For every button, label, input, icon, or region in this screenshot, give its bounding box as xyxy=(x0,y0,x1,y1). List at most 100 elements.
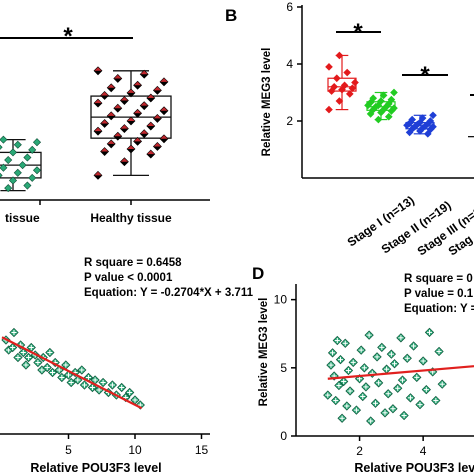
panel-label-d: D xyxy=(252,264,264,283)
data-point-mark xyxy=(100,379,106,386)
stat-equation: Equation: Y = -0.2704*X + 3.711 xyxy=(84,287,254,299)
data-point xyxy=(325,105,333,114)
y-ticks: 2 4 6 xyxy=(286,0,302,128)
data-point-shade xyxy=(120,128,129,133)
significance-star: * xyxy=(353,19,363,46)
data-point-mark xyxy=(96,387,102,393)
data-point-shade xyxy=(94,103,102,108)
data-point-mark xyxy=(417,402,423,408)
data-point-mark xyxy=(75,377,81,383)
data-point xyxy=(418,114,427,122)
data-point-mark xyxy=(358,347,364,353)
data-point xyxy=(32,138,42,147)
plot-marks xyxy=(1,327,145,410)
data-point xyxy=(377,97,385,105)
data-point xyxy=(343,68,352,77)
data-point xyxy=(384,112,393,121)
data-point-shade xyxy=(160,81,168,86)
data-point-mark xyxy=(44,364,50,371)
data-point-mark xyxy=(399,377,406,383)
data-point-mark xyxy=(132,397,138,403)
data-point xyxy=(429,122,437,131)
significance-star: * xyxy=(63,23,73,50)
y-tick-label: 6 xyxy=(286,0,293,14)
data-point-mark xyxy=(388,351,394,357)
data-point xyxy=(351,78,359,87)
data-point-mark xyxy=(336,383,342,389)
panel-a: * tissue Healthy tissue xyxy=(0,23,210,225)
data-point-shade xyxy=(120,100,129,105)
data-point-mark xyxy=(401,413,407,419)
data-point-mark xyxy=(372,400,378,406)
data-point xyxy=(330,82,339,91)
data-point-mark xyxy=(47,349,53,356)
data-point-mark xyxy=(407,395,413,401)
x-category-label: tissue xyxy=(5,211,40,225)
data-point-mark xyxy=(404,355,410,361)
data-point-mark xyxy=(10,344,16,351)
data-point xyxy=(0,163,8,172)
data-point-mark xyxy=(6,347,12,353)
x-category-label: Healthy tissue xyxy=(90,211,172,225)
data-point-shade xyxy=(107,87,116,92)
fit-line xyxy=(1,336,143,410)
data-point-shade xyxy=(153,90,162,95)
stat-equation: Equation: Y = xyxy=(404,303,474,315)
panel-label-b: B xyxy=(225,6,237,25)
data-point-mark xyxy=(423,387,429,393)
y-axis-label: Relative MEG3 level xyxy=(261,48,273,157)
data-point xyxy=(0,144,3,150)
data-point xyxy=(369,94,378,103)
data-point-shade xyxy=(100,151,109,156)
data-point-mark xyxy=(385,391,391,397)
data-point-shade xyxy=(140,105,149,110)
plot-marks xyxy=(323,327,474,426)
data-point-shade xyxy=(107,115,116,120)
y-tick-label: 5 xyxy=(280,361,287,375)
x-axis-label: Relative POU3F3 level xyxy=(354,461,474,474)
plot-marks xyxy=(325,51,474,138)
data-point-mark xyxy=(339,415,345,421)
y-axis-label: Relative MEG3 level xyxy=(258,298,270,407)
data-point-mark xyxy=(109,382,115,388)
data-point xyxy=(23,181,32,190)
data-point-mark xyxy=(374,354,380,360)
panel-d: D R square = 0 P value = 0.1 Equation: Y… xyxy=(252,264,474,474)
data-point xyxy=(18,161,27,170)
data-point-shade xyxy=(140,74,149,79)
data-point xyxy=(8,148,18,157)
data-point xyxy=(0,172,3,178)
data-point-shade xyxy=(120,161,129,166)
data-point-mark xyxy=(59,374,65,381)
data-point-mark xyxy=(15,354,21,361)
data-point-mark xyxy=(337,357,344,363)
data-point-shade xyxy=(113,78,122,83)
data-point-mark xyxy=(361,365,367,371)
data-point xyxy=(28,173,37,182)
x-axis-label: Relative POU3F3 level xyxy=(30,461,161,474)
data-point-shade xyxy=(160,110,168,115)
plot-marks xyxy=(0,66,172,193)
data-point-mark xyxy=(368,418,374,424)
data-point-mark xyxy=(363,384,369,390)
data-point-mark xyxy=(433,398,439,404)
data-point-shade xyxy=(133,85,142,90)
data-point-mark xyxy=(35,359,41,366)
data-point xyxy=(387,95,396,104)
data-point xyxy=(13,140,22,149)
data-point-mark xyxy=(360,393,366,399)
data-point-mark xyxy=(353,407,359,413)
data-point-shade xyxy=(100,95,109,100)
data-point-shade xyxy=(160,138,168,143)
data-point-mark xyxy=(50,369,56,376)
data-point xyxy=(374,115,383,124)
data-point-shade xyxy=(140,133,149,138)
data-point-mark xyxy=(330,350,336,356)
data-point-mark xyxy=(334,338,340,344)
data-point xyxy=(345,90,354,98)
data-point-mark xyxy=(390,406,396,412)
data-point-mark xyxy=(420,358,426,364)
data-point xyxy=(390,104,398,112)
data-point-shade xyxy=(113,108,122,113)
data-point xyxy=(332,74,341,83)
